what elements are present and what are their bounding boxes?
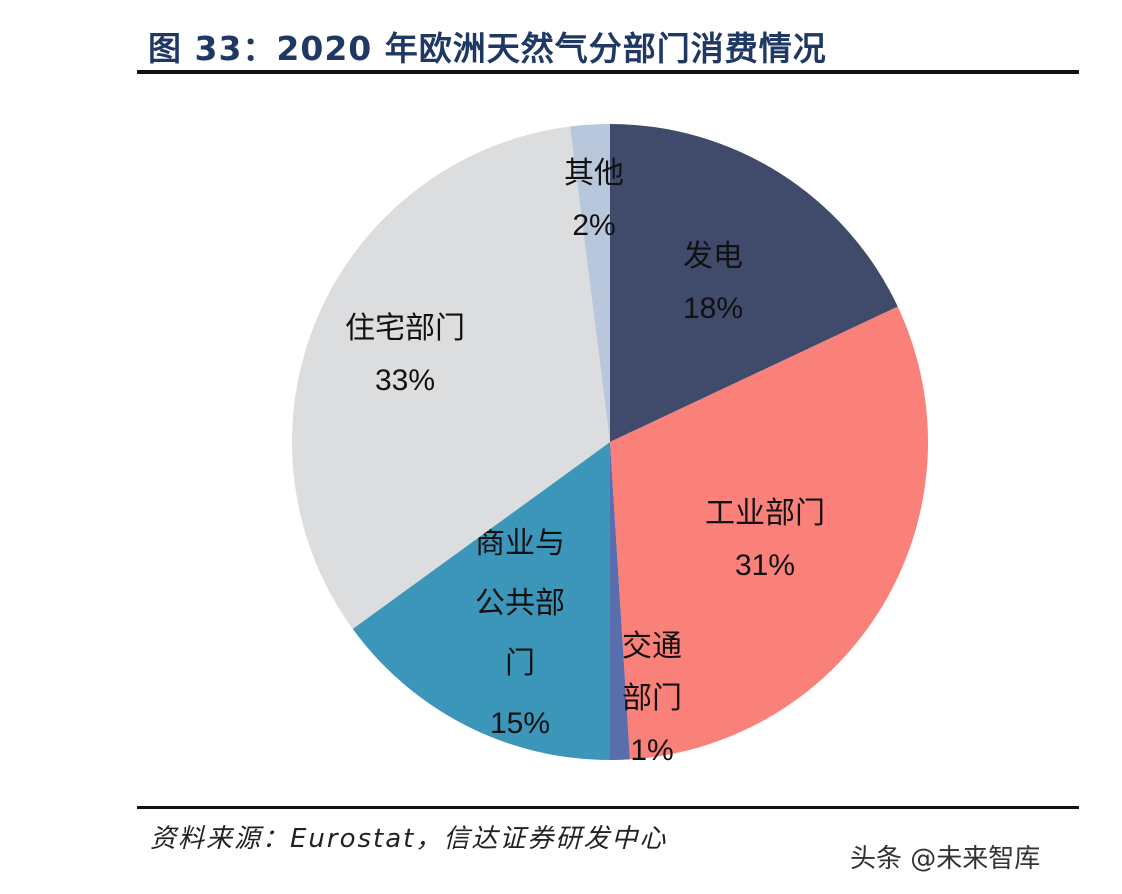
slice-value-label: 15% (490, 707, 550, 740)
slice-value-label: 1% (630, 734, 673, 767)
top-rule (137, 70, 1079, 74)
chart-title: 图 33：2020 年欧洲天然气分部门消费情况 (148, 29, 827, 68)
pie-slice-3 (352, 442, 610, 760)
slice-name-label: 部门 (622, 682, 682, 715)
pie-slice-2 (610, 442, 630, 760)
pie-slice-4 (292, 126, 610, 629)
slice-name-label: 住宅部门 (345, 312, 465, 345)
slice-value-label: 31% (735, 549, 795, 582)
slice-name-label: 商业与 (475, 527, 565, 560)
pie-slice-0 (610, 124, 898, 442)
pie-slice-1 (610, 306, 928, 760)
slice-name-label: 工业部门 (705, 497, 825, 530)
slice-name-label: 公共部 (475, 587, 565, 620)
slice-name-label: 门 (505, 647, 535, 680)
watermark: 头条 @未来智库 (850, 844, 1041, 874)
pie-slice-5 (570, 124, 610, 442)
slice-value-label: 18% (683, 292, 743, 325)
slice-name-label: 其他 (564, 157, 624, 190)
source-note: 资料来源：Eurostat，信达证券研发中心 (150, 824, 668, 854)
bottom-rule (137, 806, 1079, 809)
slice-name-label: 发电 (683, 240, 743, 273)
slice-value-label: 2% (572, 209, 615, 242)
slice-name-label: 交通 (622, 630, 682, 663)
slice-value-label: 33% (375, 364, 435, 397)
